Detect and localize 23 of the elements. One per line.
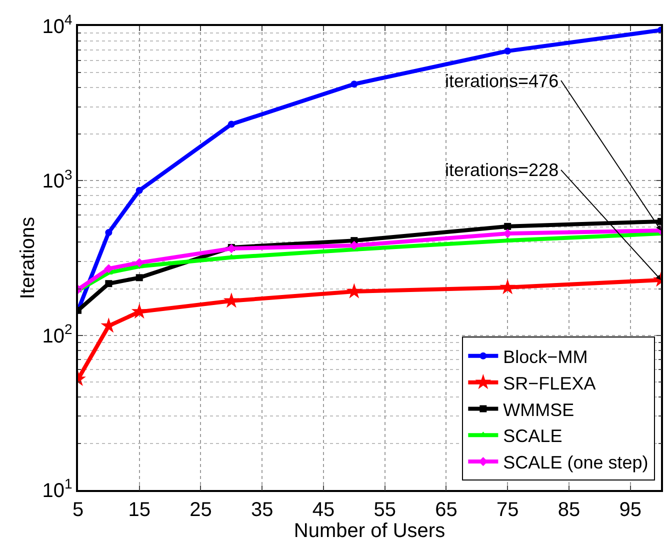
- x-axis-title: Number of Users: [294, 520, 446, 542]
- y-tick-label: 10$^{4}$: [42, 12, 72, 38]
- legend-label: SCALE: [503, 426, 562, 446]
- x-tick-label: 15: [128, 498, 150, 521]
- legend-label: WMMSE: [503, 400, 574, 420]
- annotation: iterations=228: [445, 160, 559, 180]
- x-tick-label: 5: [72, 498, 84, 521]
- y-tick-label: 10$^{1}$: [42, 476, 72, 502]
- legend-label: SR−FLEXA: [503, 373, 596, 394]
- annotation: iterations=476: [445, 71, 559, 91]
- x-tick-label: 95: [619, 498, 642, 521]
- x-tick-label: 45: [312, 498, 335, 521]
- legend-label: Block−MM: [503, 346, 588, 367]
- x-tick-label: 55: [374, 498, 396, 521]
- x-tick-label: 85: [558, 498, 580, 521]
- x-tick-label: 75: [496, 498, 519, 521]
- x-tick-label: 25: [190, 498, 212, 521]
- x-tick-label: 35: [250, 498, 274, 521]
- legend-label: SCALE (one step): [503, 452, 648, 473]
- y-tick-label: 10$^{2}$: [42, 320, 72, 348]
- y-tick-label: 10$^{3}$: [42, 166, 72, 193]
- y-axis-title: Iterations: [17, 216, 40, 300]
- x-tick-label: 65: [435, 498, 458, 521]
